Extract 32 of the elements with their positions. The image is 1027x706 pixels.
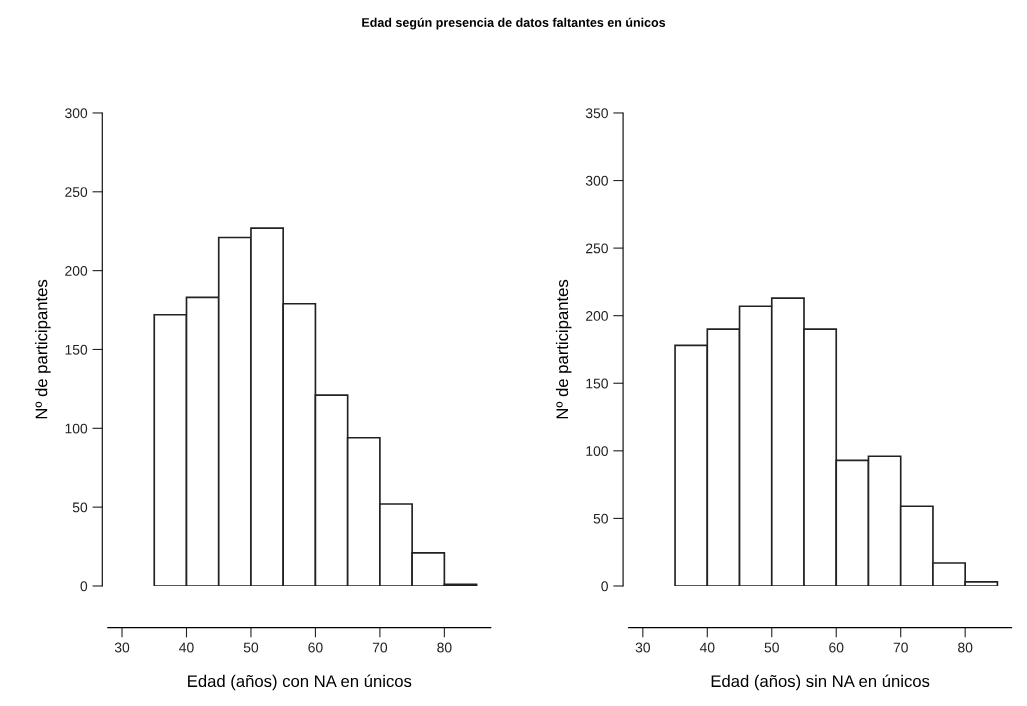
y-tick-label: 250 (586, 243, 608, 254)
y-tick-label: 100 (586, 446, 608, 456)
y-tick-label: 50 (593, 513, 608, 524)
y-tick-label: 0 (80, 581, 88, 592)
x-tick-label: 70 (372, 642, 388, 653)
x-tick-label: 60 (829, 642, 844, 653)
y-tick-label: 200 (65, 265, 88, 276)
y-tick-label: 100 (65, 423, 88, 434)
y-tick-label: 250 (65, 187, 88, 197)
y-tick-label: 200 (586, 311, 608, 321)
x-tick-label: 80 (437, 642, 452, 653)
y-axis-title: Nº de participantes (555, 279, 572, 419)
x-tick-label: 30 (114, 642, 130, 653)
y-tick-label: 300 (65, 108, 88, 119)
x-tick-label: 70 (893, 642, 908, 653)
y-tick-label: 150 (65, 344, 88, 355)
x-tick-label: 50 (764, 642, 779, 653)
y-tick-label: 300 (585, 175, 608, 186)
y-tick-label: 150 (586, 378, 608, 389)
y-tick-label: 350 (585, 108, 608, 119)
x-axis-title: Edad (años) sin NA en únicos (711, 674, 930, 691)
x-tick-label: 60 (308, 642, 323, 653)
y-tick-label: 50 (72, 502, 88, 513)
x-tick-label: 40 (179, 642, 194, 653)
x-tick-label: 30 (635, 642, 651, 653)
x-tick-label: 80 (958, 642, 973, 653)
x-tick-label: 40 (699, 642, 715, 653)
y-axis-title: Nº de participantes (35, 279, 51, 419)
x-axis-title: Edad (años) con NA en únicos (188, 674, 412, 691)
y-tick-label: 0 (601, 581, 608, 592)
chart-title: Edad según presencia de datos faltantes en únicos (362, 17, 666, 30)
x-tick-label: 50 (243, 642, 259, 653)
